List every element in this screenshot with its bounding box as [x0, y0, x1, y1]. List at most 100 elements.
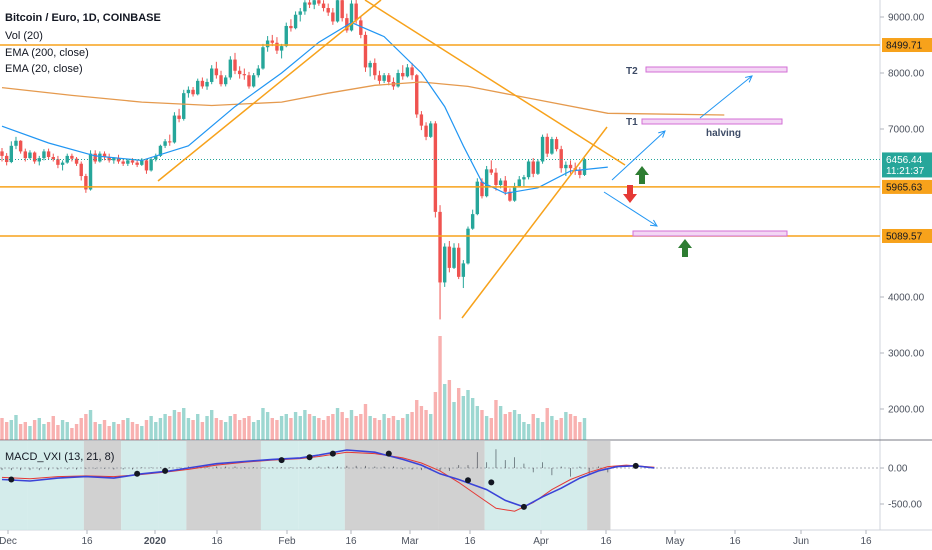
volume-bar	[158, 418, 163, 440]
candle-body	[177, 115, 181, 119]
volume-bar	[512, 410, 517, 440]
ema200-line	[1, 81, 725, 116]
volume-bar	[540, 422, 545, 440]
candle-body	[564, 164, 568, 169]
candle-body	[363, 34, 368, 68]
volume-bar	[144, 420, 149, 440]
candle-body	[28, 152, 32, 159]
candle-body	[405, 67, 410, 77]
volume-bar	[568, 414, 573, 440]
candle-body	[512, 186, 517, 201]
price-tag-bg	[882, 179, 932, 194]
candle-body	[70, 155, 74, 159]
candle-body	[130, 160, 135, 163]
price-tag-label: 8499.71	[886, 41, 923, 52]
macd-bg-band	[260, 441, 299, 530]
macd-cross-dot	[632, 462, 639, 469]
macd-cross-dot	[306, 454, 313, 461]
volume-bar	[289, 418, 293, 440]
price-tag-bg	[882, 228, 932, 243]
volume-bar	[70, 428, 74, 440]
volume-bar	[74, 424, 79, 440]
candle-body	[368, 62, 372, 68]
candle-body	[247, 75, 251, 87]
candle-body	[447, 246, 452, 268]
x-tick-label: Feb	[278, 536, 296, 547]
volume-bar	[326, 416, 330, 440]
volume-bar	[172, 410, 177, 440]
macd-background	[0, 441, 611, 530]
x-tick-label: 16	[600, 536, 612, 547]
candle-body	[144, 160, 149, 171]
projection-arrow-up-2-head	[745, 75, 753, 83]
x-tick-label: Mar	[401, 536, 419, 547]
volume-bar	[191, 420, 195, 440]
volume-bar	[494, 400, 498, 440]
volume-bar	[554, 420, 559, 440]
volume-bar	[182, 408, 186, 440]
projection-arrow-up	[611, 130, 666, 181]
target-box-t1	[641, 118, 783, 125]
candle-body	[14, 140, 18, 146]
y-tick-label: 8000.00	[888, 69, 925, 80]
candle-body	[494, 172, 498, 185]
volume-bar	[466, 390, 470, 440]
volume-bar	[126, 418, 130, 440]
price-axis[interactable]: 9000.00 8000.00 7000.00 4000.00 3000.00 2000.…	[880, 13, 932, 416]
trendline-rising-1	[157, 0, 382, 182]
price-tag-bg	[882, 163, 932, 178]
candle-body	[377, 75, 382, 81]
macd-y-tick-label: -500.00	[888, 500, 922, 511]
study-vol[interactable]: Vol (20)	[5, 29, 43, 43]
volume-bar	[135, 424, 139, 440]
volume-bar	[312, 416, 316, 440]
candle-body	[172, 115, 177, 143]
candle-body	[182, 93, 186, 119]
candle-body	[429, 123, 433, 137]
symbol-title[interactable]: Bitcoin / Euro, 1D, COINBASE	[5, 11, 161, 25]
macd-bg-band	[540, 441, 588, 530]
candle-body	[475, 181, 480, 215]
volume-bar	[354, 416, 358, 440]
volume-bar	[168, 416, 172, 440]
volume-bar	[415, 400, 419, 440]
volume-bar	[526, 424, 531, 440]
y-tick-label: 3000.00	[888, 349, 925, 360]
x-tick-label: 16	[81, 536, 93, 547]
volume-bar	[419, 406, 424, 440]
volume-bar	[429, 414, 433, 440]
study-ema200[interactable]: EMA (200, close)	[5, 46, 89, 60]
candle-body	[261, 47, 265, 69]
study-ema20[interactable]: EMA (20, close)	[5, 62, 83, 76]
macd-cross-dot	[329, 450, 336, 457]
ema20-line	[1, 21, 608, 195]
volume-bar	[517, 414, 521, 440]
target-box-support	[632, 230, 788, 237]
candle-body	[228, 59, 233, 78]
volume-bar	[438, 336, 442, 440]
volume-bar	[116, 424, 121, 440]
volume-bar	[210, 410, 214, 440]
projection-arrow-up-2	[699, 75, 753, 119]
time-axis[interactable]: Dec 16 2020 16 Feb 16 Mar 16 Apr 16 May 16 Jun 16	[0, 530, 872, 547]
candle-body	[312, 0, 316, 5]
candle-body	[65, 155, 69, 163]
y-tick-label: 9000.00	[888, 13, 925, 24]
candle-body	[9, 145, 14, 163]
candle-body	[121, 161, 125, 164]
volume-bar	[452, 402, 456, 440]
candle-body	[191, 89, 195, 95]
volume-bar	[9, 420, 14, 440]
macd-bg-band	[186, 441, 233, 530]
candle-body	[223, 77, 228, 85]
macd-cross-dot	[134, 470, 141, 477]
volume-bar	[503, 414, 507, 440]
volume-bar	[84, 414, 88, 440]
volume-bar	[484, 416, 489, 440]
y-tick-label: 4000.00	[888, 293, 925, 304]
candle-body	[107, 157, 111, 161]
study-macd[interactable]: MACD_VXI (13, 21, 8)	[5, 450, 114, 464]
volume-bar	[307, 414, 312, 440]
candle-body	[23, 151, 27, 159]
